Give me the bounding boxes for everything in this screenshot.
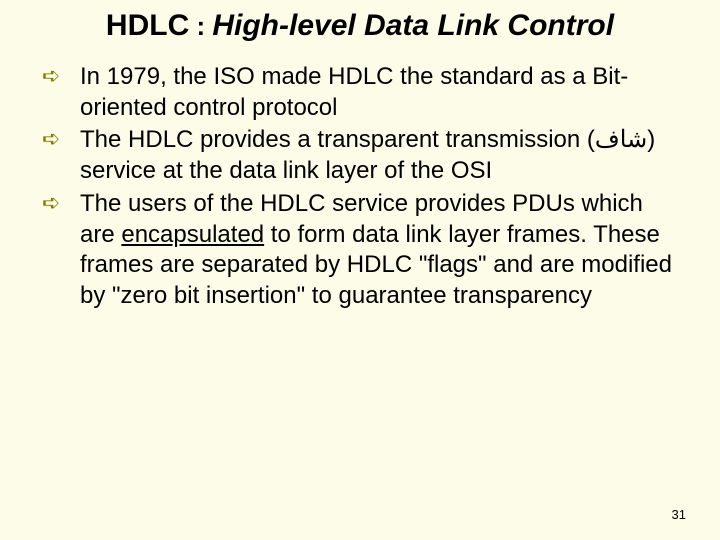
- list-item: ➪ In 1979, the ISO made HDLC the standar…: [36, 62, 684, 123]
- list-item: ➪ The users of the HDLC service provides…: [36, 189, 684, 312]
- bullet-list: ➪ In 1979, the ISO made HDLC the standar…: [36, 62, 684, 312]
- slide-title: HDLC : High-level Data Link Control: [36, 8, 684, 44]
- list-item: ➪ The HDLC provides a transparent transm…: [36, 125, 684, 186]
- bullet-arrow-icon: ➪: [36, 62, 80, 91]
- page-number: 31: [672, 507, 686, 522]
- title-prefix: HDLC: [106, 9, 189, 42]
- bullet-arrow-icon: ➪: [36, 189, 80, 218]
- title-colon: :: [189, 11, 212, 41]
- title-main: High-level Data Link Control: [212, 9, 614, 42]
- bullet-arrow-icon: ➪: [36, 125, 80, 154]
- bullet-text-underlined: encapsulated: [121, 221, 264, 248]
- bullet-text: The HDLC provides a transparent transmis…: [80, 125, 684, 186]
- bullet-text: In 1979, the ISO made HDLC the standard …: [80, 62, 684, 123]
- slide-container: HDLC : High-level Data Link Control ➪ In…: [0, 0, 720, 540]
- bullet-text: The users of the HDLC service provides P…: [80, 189, 684, 312]
